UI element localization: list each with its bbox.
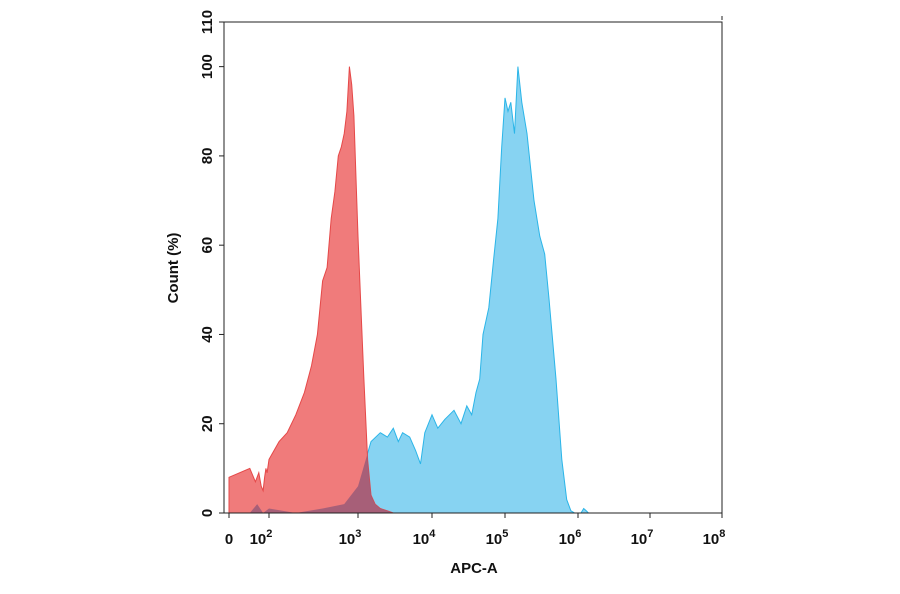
x-tick-label: 108 [703,528,726,548]
x-tick-label: 107 [631,528,654,548]
x-tick-label: 103 [339,528,362,548]
x-tick-label: 0 [225,531,233,548]
x-tick-label: 106 [559,528,582,548]
plot-frame [223,21,723,514]
y-tick-label: 110 [199,10,216,34]
y-tick-label: 40 [199,326,216,343]
x-axis-title: APC-A [450,560,498,577]
x-tick-label: 102 [250,528,273,548]
series-blue-area [229,66,722,513]
y-tick-label: 60 [199,237,216,254]
y-tick-label: 80 [199,148,216,165]
y-tick-label: 0 [199,509,216,517]
y-tick-label: 20 [199,415,216,432]
x-tick-label: 104 [413,528,437,548]
y-axis-title: Count (%) [165,233,182,304]
y-tick-label: 100 [199,54,216,79]
x-tick-label: 105 [486,528,509,548]
